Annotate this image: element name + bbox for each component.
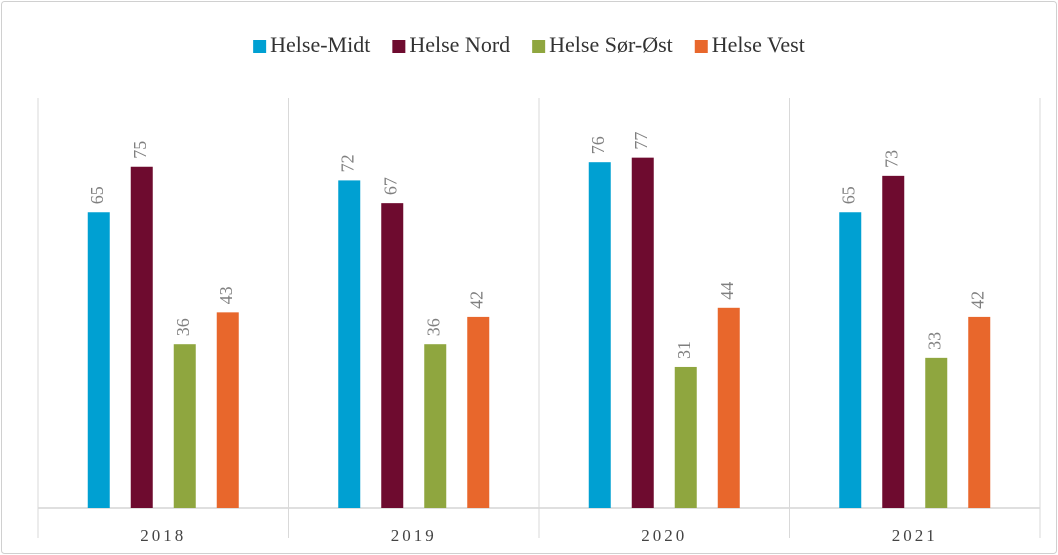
legend-label: Helse Nord xyxy=(409,32,510,57)
data-label: 65 xyxy=(838,186,858,204)
bar xyxy=(588,162,611,508)
legend-label: Helse Vest xyxy=(712,32,805,57)
x-tick-label: 2018 xyxy=(140,526,186,545)
data-label: 42 xyxy=(466,291,486,309)
legend-label: Helse Sør-Øst xyxy=(549,32,673,57)
data-label: 33 xyxy=(924,332,944,350)
legend-swatch xyxy=(392,40,406,53)
data-label: 36 xyxy=(173,318,193,336)
bar xyxy=(467,316,490,508)
legend-swatch xyxy=(532,40,546,53)
legend: Helse-Midt Helse Nord Helse Sør-Øst Helse V… xyxy=(253,32,805,57)
x-tick-label: 2021 xyxy=(892,526,938,545)
data-label: 36 xyxy=(423,318,443,336)
x-tick-label: 2020 xyxy=(641,526,687,545)
bar xyxy=(674,366,697,508)
data-label: 75 xyxy=(130,141,150,159)
legend-swatch xyxy=(694,40,708,53)
data-label: 44 xyxy=(717,282,737,300)
bar xyxy=(338,180,361,508)
bar xyxy=(87,212,110,508)
data-label: 77 xyxy=(631,132,651,150)
bar xyxy=(381,203,404,508)
bar xyxy=(968,316,991,508)
bar xyxy=(925,357,948,508)
data-label: 76 xyxy=(588,136,608,154)
bar xyxy=(882,175,905,508)
data-label: 42 xyxy=(967,291,987,309)
bar xyxy=(631,157,654,508)
bar xyxy=(717,307,740,508)
data-label: 72 xyxy=(337,154,357,172)
bar xyxy=(173,344,196,508)
legend-swatch xyxy=(253,40,267,53)
data-label: 65 xyxy=(87,186,107,204)
bar xyxy=(839,212,862,508)
legend-label: Helse-Midt xyxy=(270,32,370,57)
data-label: 31 xyxy=(674,341,694,359)
data-label: 43 xyxy=(216,286,236,304)
data-label: 67 xyxy=(380,177,400,195)
bar xyxy=(216,312,239,508)
bar xyxy=(130,166,153,508)
bar xyxy=(424,344,447,508)
data-label: 73 xyxy=(881,150,901,168)
x-tick-label: 2019 xyxy=(391,526,437,545)
